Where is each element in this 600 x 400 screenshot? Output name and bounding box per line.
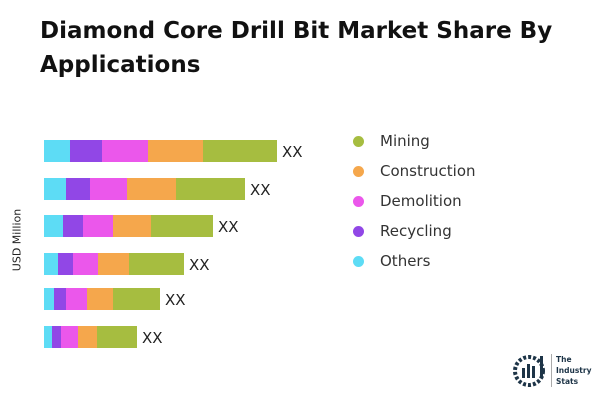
- gear-wrench-icon: [513, 355, 545, 387]
- data-label: XX: [282, 143, 303, 161]
- bar-segment-construction: [78, 326, 97, 348]
- bar-segment-others: [44, 253, 58, 275]
- bar-segment-demolition: [83, 215, 113, 237]
- legend-dot-icon: [353, 195, 364, 207]
- legend-item-others: Others: [350, 246, 476, 276]
- bar-segment-recycling: [70, 140, 102, 162]
- bar-segment-recycling: [66, 178, 90, 200]
- data-label: XX: [250, 181, 271, 199]
- bar-segment-demolition: [90, 178, 127, 200]
- bar-segment-demolition: [102, 140, 148, 162]
- logo-text-line: Stats: [556, 376, 579, 386]
- bar-segment-construction: [113, 215, 151, 237]
- legend-item-demolition: Demolition: [350, 186, 476, 216]
- bar-segment-mining: [113, 288, 160, 310]
- legend-item-mining: Mining: [350, 126, 476, 156]
- bar-segment-recycling: [63, 215, 83, 237]
- bar-segment-mining: [203, 140, 277, 162]
- legend-dot-icon: [353, 255, 364, 267]
- legend-dot-icon: [353, 135, 364, 147]
- bar-segment-others: [44, 326, 52, 348]
- legend-item-construction: Construction: [350, 156, 476, 186]
- bar-segment-mining: [129, 253, 184, 275]
- bar-segment-recycling: [52, 326, 61, 348]
- bar-segment-others: [44, 215, 63, 237]
- bar-segment-others: [44, 140, 70, 162]
- bar-segment-others: [44, 178, 66, 200]
- data-label: XX: [218, 218, 239, 236]
- bar-segment-demolition: [66, 288, 87, 310]
- logo-text-line: Industry: [556, 365, 592, 375]
- bar-segment-mining: [151, 215, 213, 237]
- data-label: XX: [189, 256, 210, 274]
- bar-segment-construction: [87, 288, 113, 310]
- data-label: XX: [142, 329, 163, 347]
- bar-segment-demolition: [73, 253, 98, 275]
- bar-segment-mining: [176, 178, 245, 200]
- bar-segment-construction: [148, 140, 203, 162]
- bar-segment-recycling: [58, 253, 73, 275]
- bar-segment-mining: [97, 326, 137, 348]
- bar-segment-construction: [98, 253, 129, 275]
- legend: Mining Construction Demolition Recycling…: [350, 126, 476, 276]
- bar-segment-demolition: [61, 326, 78, 348]
- legend-dot-icon: [353, 225, 364, 237]
- legend-dot-icon: [353, 165, 364, 177]
- bar-segment-others: [44, 288, 54, 310]
- chart-title: Diamond Core Drill Bit Market Share By A…: [40, 18, 553, 78]
- logo-text-line: The: [556, 354, 572, 364]
- bar-segment-recycling: [54, 288, 66, 310]
- bar-segment-construction: [127, 178, 176, 200]
- data-label: XX: [165, 291, 186, 309]
- legend-item-recycling: Recycling: [350, 216, 476, 246]
- logo: The Industry Stats: [512, 352, 591, 388]
